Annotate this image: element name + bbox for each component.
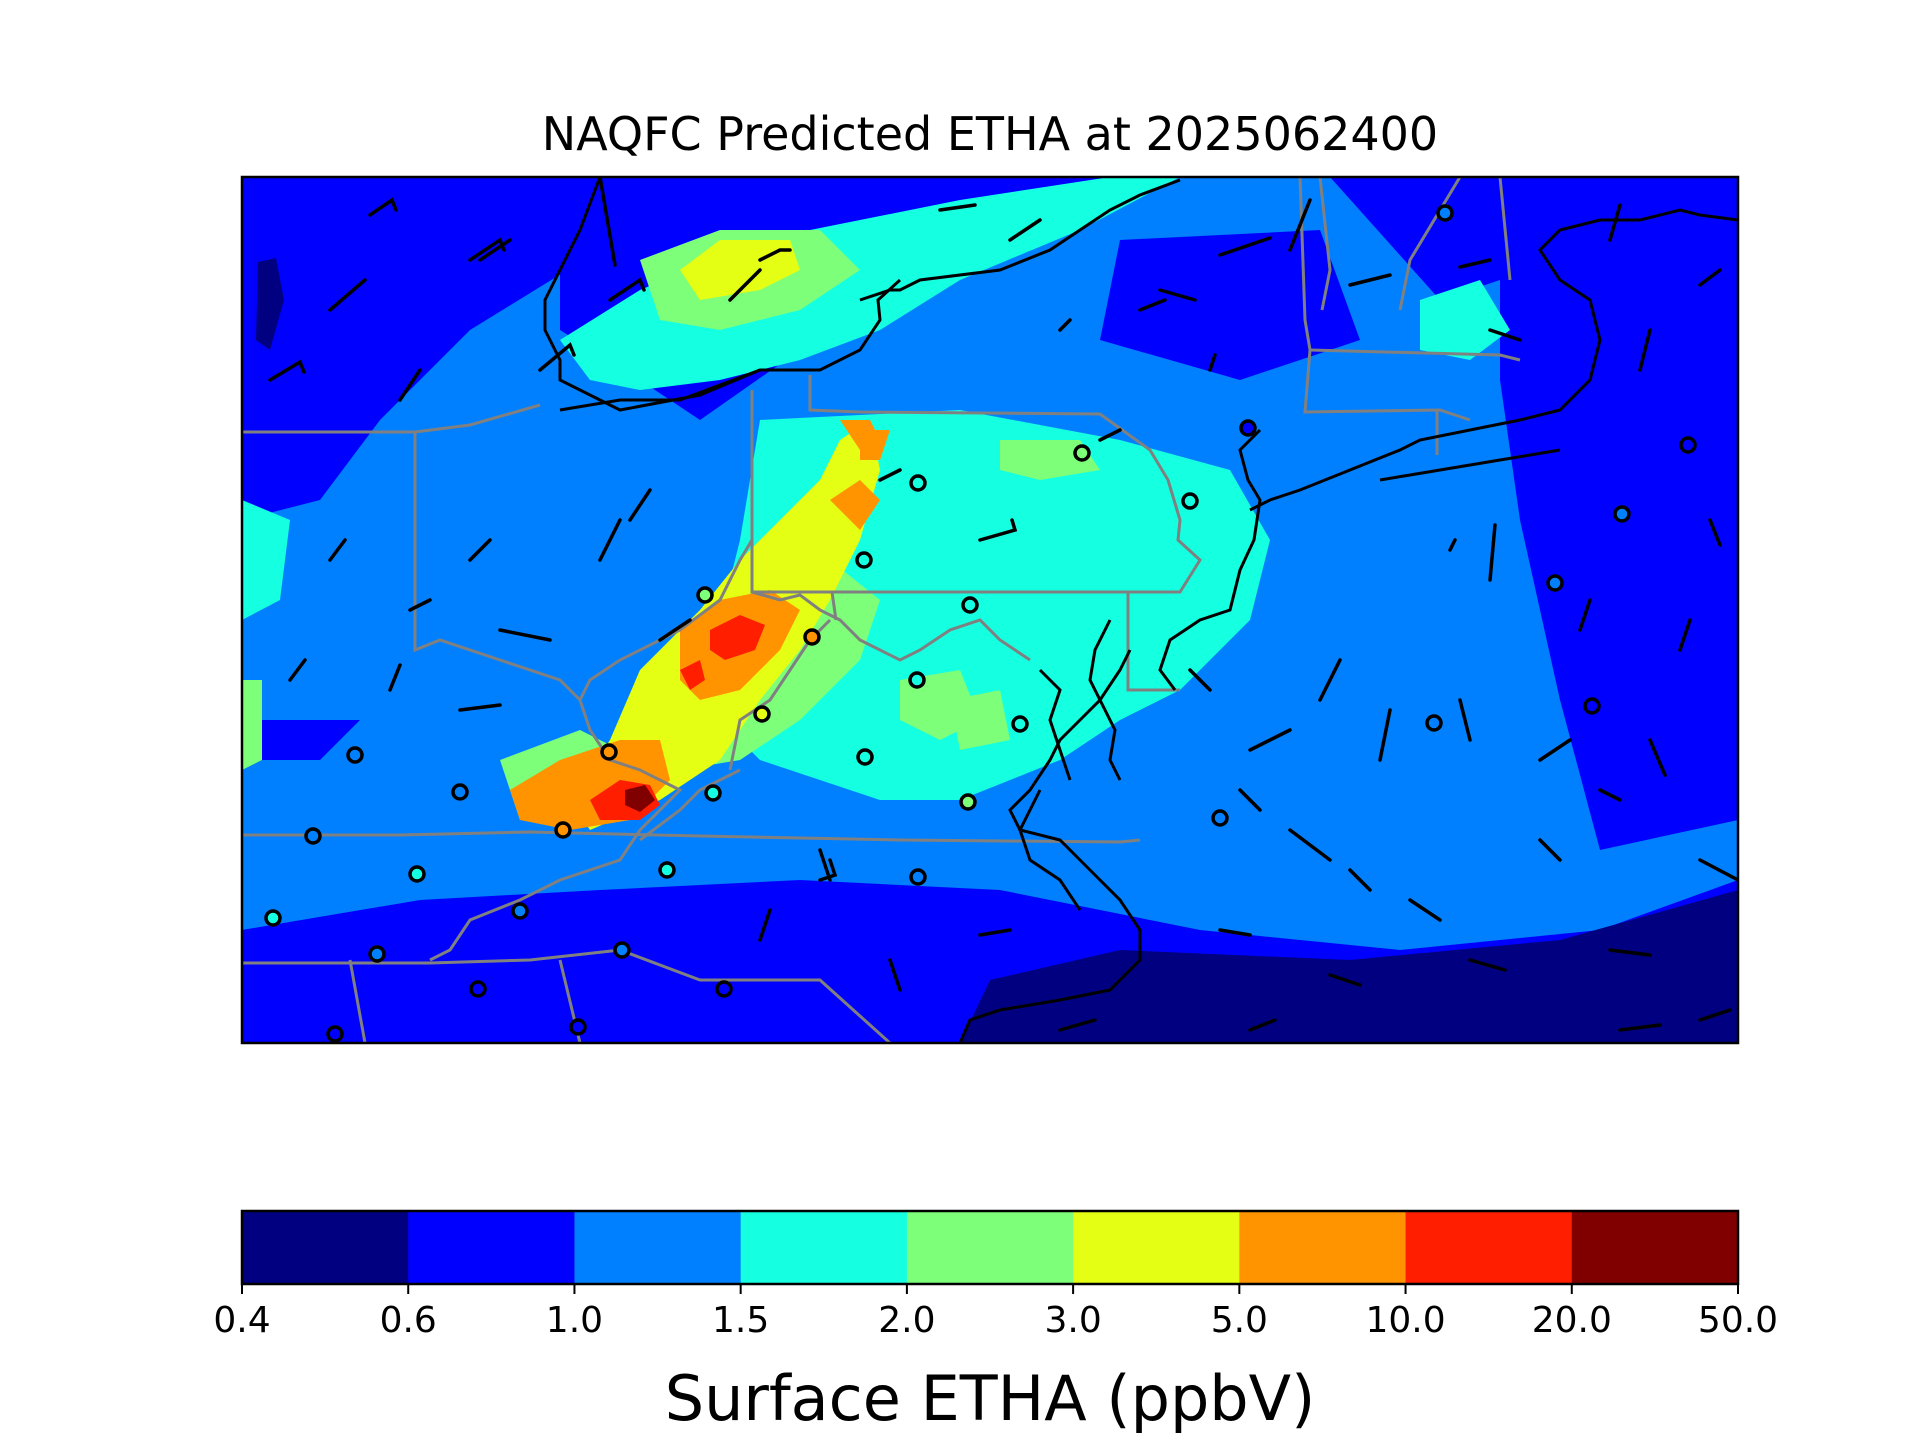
map-frame [240, 175, 1740, 1045]
colorbar-tick-label: 3.0 [1044, 1300, 1101, 1341]
colorbar-segment [1239, 1211, 1407, 1284]
site-marker [803, 628, 821, 646]
field-20.0-50.0 [625, 785, 655, 812]
site-marker [1436, 204, 1454, 222]
colorbar-tick-label: 1.0 [546, 1300, 603, 1341]
colorbar-ticks: 0.4 0.6 1.0 1.5 2.0 3.0 5.0 10.0 20.0 50.0 [213, 1284, 1778, 1341]
site-marker [1679, 436, 1697, 454]
site-marker [554, 821, 572, 839]
observation-sites [264, 204, 1697, 1043]
site-marker [658, 861, 676, 879]
site-marker [715, 980, 733, 998]
colorbar-label: Surface ETHA (ppbV) [665, 1362, 1316, 1435]
site-marker [704, 784, 722, 802]
site-marker [368, 945, 386, 963]
colorbar-segment [1073, 1211, 1240, 1284]
site-marker [1011, 715, 1029, 733]
site-marker [408, 865, 426, 883]
colorbar-tick-label: 50.0 [1698, 1300, 1778, 1341]
wind-barbs [268, 177, 1738, 1032]
colorbar-segment [408, 1211, 575, 1284]
colorbar-frame [240, 1209, 1740, 1286]
site-marker [613, 941, 631, 959]
site-marker [1583, 697, 1601, 715]
colorbar-segment [242, 1211, 409, 1284]
site-marker [959, 793, 977, 811]
site-marker [264, 909, 282, 927]
site-marker [1239, 419, 1257, 437]
field-0.4-0.6 [256, 258, 1738, 1043]
colorbar-tick-label: 10.0 [1365, 1300, 1445, 1341]
coastlines [543, 177, 1738, 1043]
site-marker [304, 827, 322, 845]
colorbar-segment [574, 1211, 742, 1284]
colorbar-segment [1571, 1211, 1739, 1284]
site-marker [511, 902, 529, 920]
colorbar-segment [1405, 1211, 1573, 1284]
colorbar-tick-label: 2.0 [878, 1300, 935, 1341]
site-marker [1613, 505, 1631, 523]
colorbar-segment [740, 1211, 908, 1284]
site-marker [469, 980, 487, 998]
site-marker [1546, 574, 1564, 592]
site-marker [451, 783, 469, 801]
colorbar-tick-label: 1.5 [712, 1300, 769, 1341]
site-marker [696, 586, 714, 604]
concentration-field [242, 177, 1738, 1043]
map-title: NAQFC Predicted ETHA at 2025062400 [542, 107, 1438, 161]
site-marker [1073, 444, 1091, 462]
colorbar-tick-label: 5.0 [1211, 1300, 1268, 1341]
site-marker [1211, 809, 1229, 827]
site-marker [855, 551, 873, 569]
colorbar-tick-label: 0.4 [213, 1300, 270, 1341]
site-marker [856, 748, 874, 766]
site-marker [908, 671, 926, 689]
colorbar-tick-label: 0.6 [380, 1300, 437, 1341]
colorbar-segment [906, 1211, 1074, 1284]
site-marker [600, 743, 618, 761]
site-marker [1425, 714, 1443, 732]
site-marker [346, 746, 364, 764]
site-marker [753, 705, 771, 723]
site-marker [1181, 492, 1199, 510]
site-marker [909, 868, 927, 886]
site-marker [326, 1025, 344, 1043]
site-marker [961, 596, 979, 614]
map-panel [240, 175, 1740, 1045]
colorbar: 0.4 0.6 1.0 1.5 2.0 3.0 5.0 10.0 20.0 50.0 Surfac… [213, 1209, 1778, 1435]
site-marker [909, 474, 927, 492]
site-marker [569, 1018, 587, 1036]
colorbar-segments [242, 1211, 1739, 1284]
colorbar-tick-label: 20.0 [1532, 1300, 1612, 1341]
